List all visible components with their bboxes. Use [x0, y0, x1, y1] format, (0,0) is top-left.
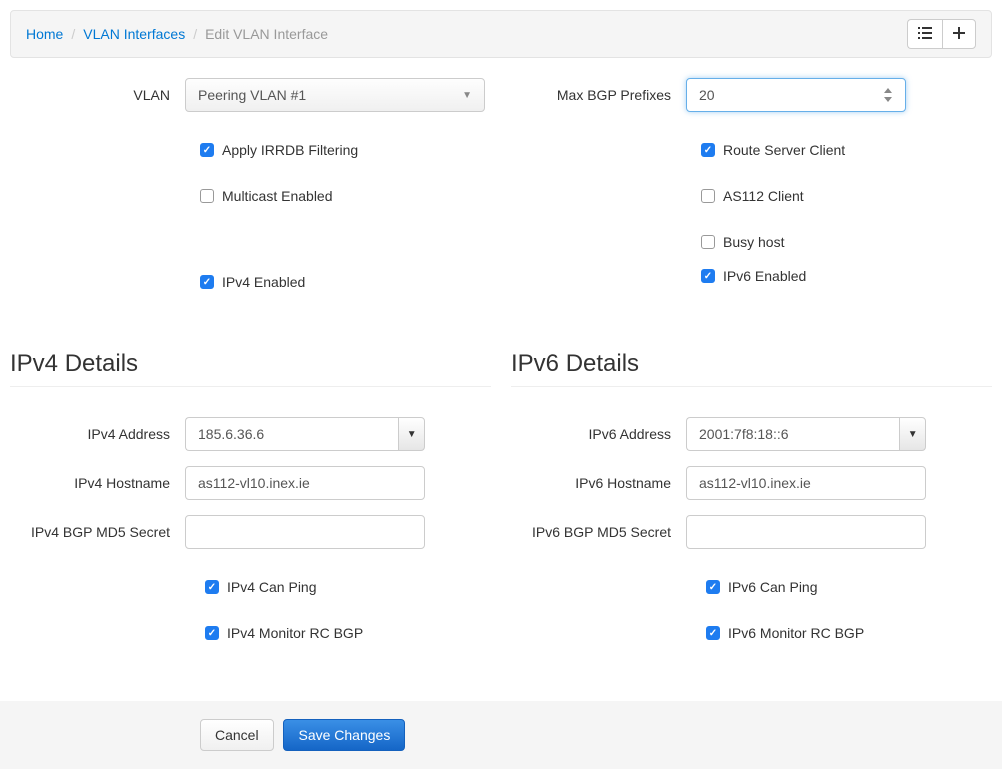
ipv6-monitor-label: IPv6 Monitor RC BGP — [728, 625, 864, 641]
ipv6-hostname-label: IPv6 Hostname — [511, 475, 686, 491]
ipv4-address-dropdown-button[interactable]: ▼ — [398, 417, 425, 451]
breadcrumb-sep: / — [71, 26, 75, 42]
add-button[interactable] — [942, 19, 976, 49]
breadcrumb-vlan-interfaces[interactable]: VLAN Interfaces — [83, 26, 185, 42]
breadcrumb-current: Edit VLAN Interface — [205, 26, 328, 42]
ipv4-monitor-label: IPv4 Monitor RC BGP — [227, 625, 363, 641]
chevron-down-icon: ▼ — [908, 429, 918, 440]
ipv6-address-dropdown-button[interactable]: ▼ — [899, 417, 926, 451]
footer-actions: Cancel Save Changes — [0, 701, 1002, 769]
ipv6-enabled-label: IPv6 Enabled — [723, 268, 806, 284]
list-button[interactable] — [907, 19, 942, 49]
ipv6-can-ping-label: IPv6 Can Ping — [728, 579, 818, 595]
ipv6-md5-label: IPv6 BGP MD5 Secret — [511, 524, 686, 540]
multicast-label: Multicast Enabled — [222, 188, 333, 204]
rs-client-checkbox[interactable]: ✓ — [701, 143, 715, 157]
breadcrumb: Home / VLAN Interfaces / Edit VLAN Inter… — [26, 26, 328, 42]
chevron-down-icon: ▼ — [407, 429, 417, 440]
ipv4-md5-input[interactable] — [185, 515, 425, 549]
list-icon — [918, 27, 932, 41]
ipv4-can-ping-checkbox[interactable]: ✓ — [205, 580, 219, 594]
ipv4-can-ping-label: IPv4 Can Ping — [227, 579, 317, 595]
breadcrumb-home[interactable]: Home — [26, 26, 63, 42]
ipv6-can-ping-checkbox[interactable]: ✓ — [706, 580, 720, 594]
breadcrumb-sep: / — [193, 26, 197, 42]
ipv6-section-title: IPv6 Details — [511, 350, 992, 387]
vlan-label: VLAN — [10, 87, 185, 103]
ipv6-address-combo[interactable]: 2001:7f8:18::6 ▼ — [686, 417, 926, 451]
vlan-select[interactable]: Peering VLAN #1 ▼ — [185, 78, 485, 112]
ipv6-enabled-checkbox[interactable]: ✓ — [701, 269, 715, 283]
as112-label: AS112 Client — [723, 188, 804, 204]
ipv4-address-combo[interactable]: 185.6.36.6 ▼ — [185, 417, 425, 451]
irrdb-label: Apply IRRDB Filtering — [222, 142, 358, 158]
save-button[interactable]: Save Changes — [283, 719, 405, 751]
ipv4-enabled-label: IPv4 Enabled — [222, 274, 305, 290]
ipv6-md5-input[interactable] — [686, 515, 926, 549]
cancel-button[interactable]: Cancel — [200, 719, 274, 751]
rs-client-label: Route Server Client — [723, 142, 845, 158]
busy-host-label: Busy host — [723, 234, 784, 250]
plus-icon — [953, 27, 965, 41]
ipv4-address-value: 185.6.36.6 — [198, 426, 386, 442]
ipv6-address-value: 2001:7f8:18::6 — [699, 426, 887, 442]
ipv4-address-label: IPv4 Address — [10, 426, 185, 442]
multicast-checkbox[interactable] — [200, 189, 214, 203]
chevron-down-icon: ▼ — [462, 90, 472, 101]
max-bgp-input[interactable]: 20 — [686, 78, 906, 112]
ipv4-enabled-checkbox[interactable]: ✓ — [200, 275, 214, 289]
ipv6-address-label: IPv6 Address — [511, 426, 686, 442]
ipv4-section-title: IPv4 Details — [10, 350, 491, 387]
irrdb-checkbox[interactable]: ✓ — [200, 143, 214, 157]
ipv4-hostname-label: IPv4 Hostname — [10, 475, 185, 491]
page-header: Home / VLAN Interfaces / Edit VLAN Inter… — [10, 10, 992, 58]
ipv4-monitor-checkbox[interactable]: ✓ — [205, 626, 219, 640]
number-spinner-icon[interactable] — [883, 88, 893, 102]
ipv4-hostname-input[interactable] — [185, 466, 425, 500]
max-bgp-label: Max BGP Prefixes — [511, 87, 686, 103]
header-action-buttons — [907, 19, 976, 49]
ipv4-md5-label: IPv4 BGP MD5 Secret — [10, 524, 185, 540]
ipv6-hostname-input[interactable] — [686, 466, 926, 500]
max-bgp-value: 20 — [699, 87, 883, 103]
ipv6-monitor-checkbox[interactable]: ✓ — [706, 626, 720, 640]
as112-checkbox[interactable] — [701, 189, 715, 203]
busy-host-checkbox[interactable] — [701, 235, 715, 249]
vlan-select-value: Peering VLAN #1 — [198, 87, 306, 103]
